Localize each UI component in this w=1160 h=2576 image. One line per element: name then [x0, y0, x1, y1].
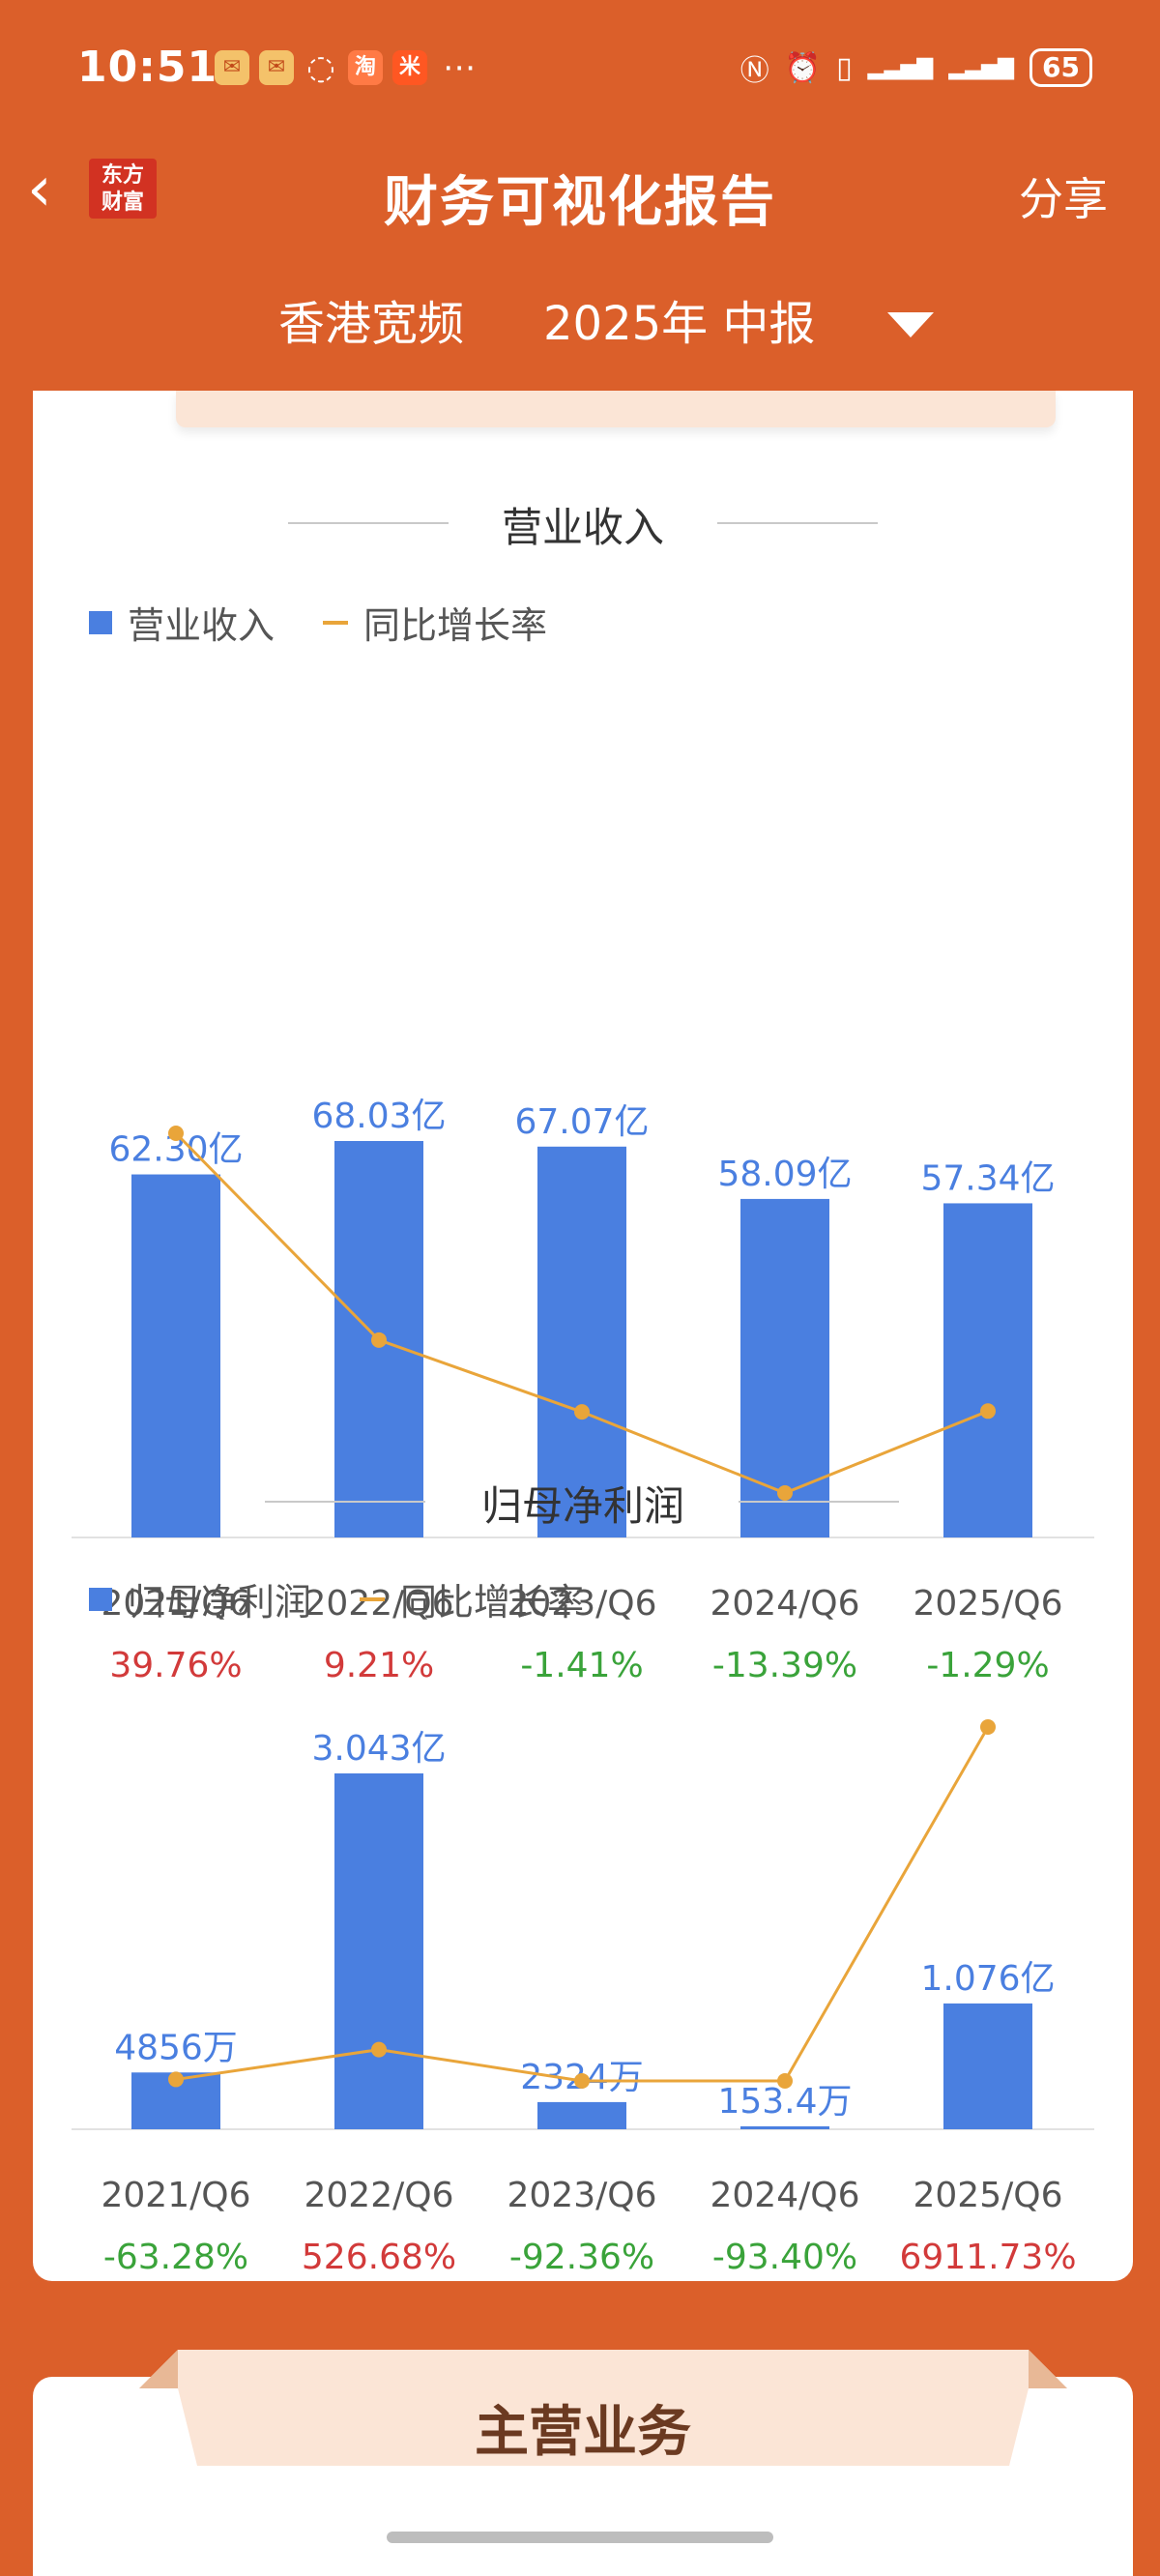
bar-1 — [131, 1174, 220, 1537]
legend-bar-swatch — [89, 610, 112, 634]
vibrate-icon: ▯ — [836, 50, 853, 85]
red-packet-icon: ✉ — [259, 50, 294, 85]
growth-rate-label: -13.39% — [712, 1646, 857, 1685]
xiaomi-icon: 米 — [392, 50, 427, 85]
x-axis-label: 2024/Q6 — [710, 2176, 860, 2215]
status-bar: 10:51 ✉ ✉ ◌ 淘 米 ⋯ Ⓝ ⏰ ▯ ▂▃▅▇ ▂▃▅▇ 65 — [0, 0, 1160, 145]
legend-line-swatch — [323, 620, 349, 625]
growth-point-1 — [168, 2071, 184, 2088]
status-time: 10:51 — [77, 43, 218, 92]
bar-value-label: 67.07亿 — [514, 1102, 649, 1142]
growth-point-2 — [371, 1332, 387, 1348]
growth-rate-label: 6911.73% — [899, 2238, 1076, 2277]
bar-value-label: 58.09亿 — [717, 1155, 852, 1194]
growth-rate-label: -93.40% — [712, 2238, 857, 2277]
main-business-title: 主营业务 — [475, 2401, 691, 2464]
x-axis-label: 2021/Q6 — [102, 2176, 251, 2215]
growth-point-4 — [777, 1485, 793, 1501]
x-axis-label: 2022/Q6 — [304, 2176, 454, 2215]
bar-value-label: 68.03亿 — [311, 1097, 446, 1136]
chat-icon: ◌ — [306, 48, 335, 87]
page-title: 财务可视化报告 — [384, 171, 776, 234]
divider — [717, 522, 878, 524]
profit-title: 归母净利润 — [480, 1482, 684, 1530]
legend-bar-swatch — [89, 1587, 112, 1611]
divider — [739, 1501, 899, 1503]
bar-value-label: 4856万 — [114, 2028, 238, 2067]
share-button[interactable]: 分享 — [1019, 173, 1108, 225]
growth-rate-label: 9.21% — [324, 1646, 434, 1685]
x-axis-label: 2023/Q6 — [508, 2176, 657, 2215]
section-tab — [176, 391, 1056, 427]
company-name[interactable]: 香港宽频 — [278, 297, 465, 351]
x-axis-label: 2021/Q6 — [102, 1584, 251, 1624]
growth-point-3 — [574, 2072, 590, 2089]
growth-rate-label: 39.76% — [109, 1646, 242, 1685]
growth-rate-label: -92.36% — [509, 2238, 654, 2277]
growth-line — [175, 1726, 990, 2083]
home-indicator[interactable] — [387, 2532, 773, 2543]
financial-card: 营业收入 营业收入 同比增长率 62.30亿 68.03亿 67.07亿 58.09亿… — [33, 391, 1133, 2281]
battery-icon: 65 — [1030, 48, 1092, 87]
legend-bar-label: 归母净利润 — [128, 1581, 312, 1624]
notification-icons: ✉ ✉ ◌ 淘 米 ⋯ — [215, 48, 476, 87]
growth-point-3 — [574, 1404, 590, 1420]
growth-point-1 — [168, 1126, 184, 1141]
divider — [265, 1501, 425, 1503]
taobao-icon: 淘 — [348, 50, 383, 85]
bar-4 — [740, 2126, 829, 2129]
legend-bar-label: 营业收入 — [128, 604, 276, 647]
title-ribbon — [139, 2350, 1067, 2466]
growth-rate-label: -1.41% — [520, 1646, 643, 1685]
bar-5 — [943, 1203, 1032, 1537]
x-axis-label: 2025/Q6 — [914, 2176, 1063, 2215]
nav-bar: ‹ 东方 财富 财务可视化报告 分享 — [0, 145, 1160, 242]
alarm-icon: ⏰ — [784, 50, 822, 85]
divider — [288, 522, 449, 524]
dropdown-caret-icon[interactable] — [887, 312, 934, 337]
system-icons: Ⓝ ⏰ ▯ ▂▃▅▇ ▂▃▅▇ 65 — [740, 46, 1092, 89]
profit-chart: 4856万3.043亿2324万153.4万1.076亿2021/Q6-63.2… — [72, 1719, 1094, 2277]
growth-rate-label: -1.29% — [926, 1646, 1049, 1685]
nfc-icon: Ⓝ — [740, 54, 769, 88]
bar-value-label: 57.34亿 — [920, 1158, 1055, 1198]
x-axis-label: 2023/Q6 — [508, 1584, 657, 1624]
x-axis-label: 2025/Q6 — [914, 1584, 1063, 1624]
growth-rate-label: -63.28% — [103, 2238, 248, 2277]
bar-5 — [943, 2003, 1032, 2129]
report-selector[interactable]: 香港宽频 2025年 中报 — [0, 285, 1160, 363]
bar-value-label: 3.043亿 — [311, 1729, 446, 1769]
signal-icon-1: ▂▃▅▇ — [867, 55, 934, 80]
legend-line-label: 同比增长率 — [363, 604, 548, 647]
back-button[interactable]: ‹ — [27, 154, 52, 225]
bar-3 — [537, 1146, 626, 1537]
growth-point-2 — [371, 2041, 387, 2058]
bar-3 — [537, 2101, 626, 2129]
bar-2 — [334, 1773, 423, 2129]
eastmoney-logo: 东方 财富 — [89, 159, 157, 219]
legend-line-label: 同比增长率 — [400, 1581, 585, 1624]
growth-point-5 — [980, 1719, 996, 1735]
revenue-title: 营业收入 — [501, 504, 664, 551]
profit-legend: 归母净利润 同比增长率 — [89, 1572, 584, 1625]
report-period[interactable]: 2025年 中报 — [543, 297, 816, 351]
main-business-card: 主营业务 — [33, 2350, 1133, 2576]
x-axis-label: 2022/Q6 — [304, 1584, 454, 1624]
growth-point-4 — [777, 2073, 793, 2089]
signal-icon-2: ▂▃▅▇ — [948, 55, 1015, 80]
legend-line-swatch — [360, 1596, 386, 1601]
growth-rate-label: 526.68% — [302, 2238, 456, 2277]
bar-value-label: 1.076亿 — [920, 1959, 1055, 1999]
revenue-legend: 营业收入 同比增长率 — [89, 596, 547, 649]
red-packet-icon: ✉ — [215, 50, 249, 85]
x-axis-label: 2024/Q6 — [710, 1584, 860, 1624]
more-notifications-icon: ⋯ — [443, 48, 476, 87]
growth-point-5 — [980, 1403, 996, 1420]
